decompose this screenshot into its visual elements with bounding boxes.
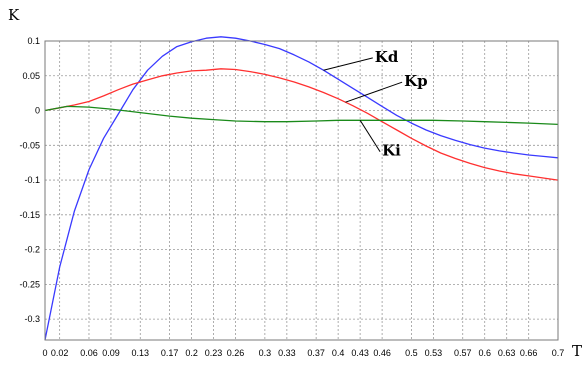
x-tick-label: 0.46 [373, 348, 391, 358]
x-tick-label: 0.02 [51, 348, 69, 358]
x-tick-label: 0.2 [185, 348, 198, 358]
annotation-leader [359, 120, 381, 153]
x-tick-label: 0.17 [161, 348, 179, 358]
y-tick-label: -0.15 [19, 210, 40, 220]
annotation-leader [323, 57, 373, 71]
x-tick-label: 0.6 [478, 348, 491, 358]
y-tick-label: -0.25 [19, 279, 40, 289]
series-line-kd [44, 36, 559, 341]
x-tick-label: 0.57 [454, 348, 472, 358]
y-tick-label: -0.3 [24, 314, 40, 324]
x-tick-label: 0.06 [80, 348, 98, 358]
grid [44, 40, 559, 340]
y-tick-labels: 0.1 0.05 0 -0.05 -0.1 -0.15 -0.2 -0.25 -0.3 [19, 36, 40, 324]
x-tick-label: 0.3 [259, 348, 272, 358]
annotation-label: Kd [375, 48, 399, 66]
x-tick-label: 0.37 [307, 348, 325, 358]
y-axis-label: K [8, 6, 20, 24]
annotations: Kd Kp Ki [323, 48, 428, 160]
y-tick-label: -0.05 [19, 140, 40, 150]
x-tick-label: 0.5 [405, 348, 418, 358]
series-line-kp [44, 68, 559, 181]
annotation-label: Kp [404, 72, 428, 90]
x-tick-label: 0.63 [498, 348, 516, 358]
x-tick-label: 0.7 [552, 348, 565, 358]
y-tick-label: 0 [35, 106, 40, 116]
x-axis-label: T [572, 342, 582, 360]
x-tick-label: 0.13 [132, 348, 150, 358]
series-line-ki [44, 105, 559, 126]
y-tick-label: -0.1 [24, 175, 40, 185]
x-tick-label: 0.4 [332, 348, 345, 358]
x-tick-label: 0.09 [102, 348, 120, 358]
x-tick-label: 0 [42, 348, 47, 358]
y-tick-label: 0.1 [27, 36, 40, 46]
annotation-leader [345, 81, 403, 103]
x-tick-label: 0.66 [520, 348, 538, 358]
y-tick-label: 0.05 [22, 71, 40, 81]
x-tick-label: 0.43 [351, 348, 369, 358]
x-tick-labels: 0 0.02 0.06 0.09 0.13 0.17 0.2 0.23 0.26 0.3 0.33 0… [42, 348, 564, 358]
annotation-label: Ki [382, 142, 401, 160]
x-tick-label: 0.26 [227, 348, 245, 358]
x-tick-label: 0.23 [205, 348, 223, 358]
y-tick-label: -0.2 [24, 245, 40, 255]
x-tick-label: 0.33 [278, 348, 296, 358]
series-layer [44, 36, 559, 341]
plot-frame [44, 40, 559, 341]
x-tick-label: 0.53 [425, 348, 443, 358]
